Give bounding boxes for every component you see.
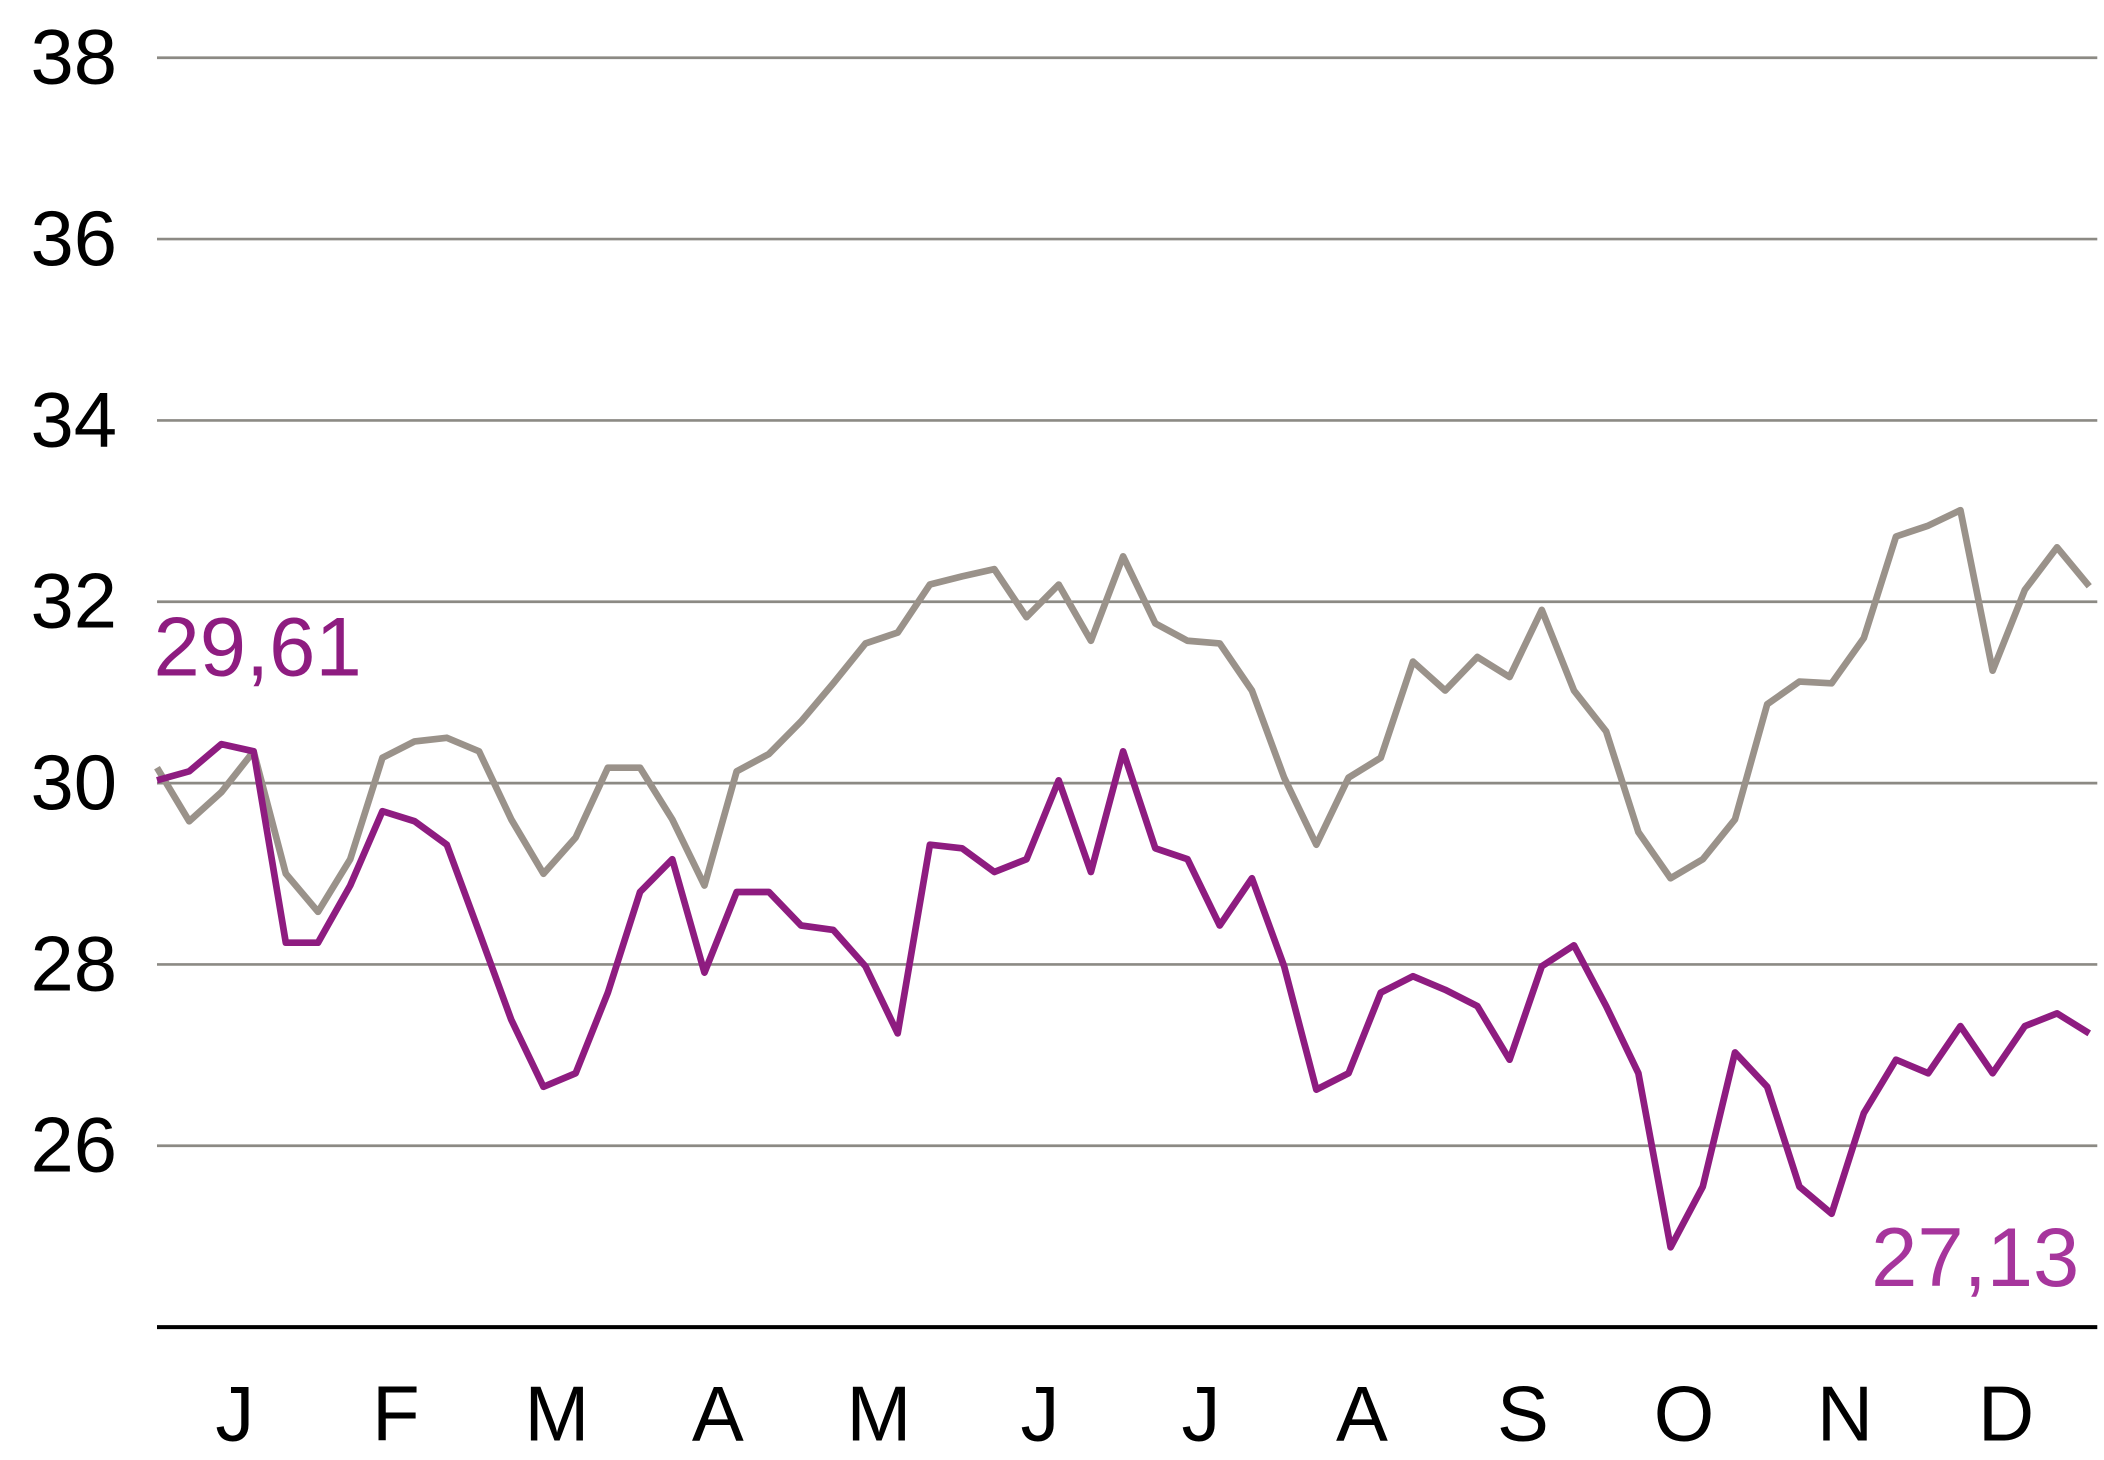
y-tick-label: 26 [31, 1103, 118, 1189]
x-tick-label: J [215, 1371, 254, 1457]
end-annotation: 27,13 [1871, 1211, 2079, 1304]
y-tick-label: 28 [31, 921, 118, 1007]
y-tick-label: 38 [31, 15, 118, 101]
series-line [156, 740, 2092, 1251]
x-tick-label: O [1654, 1371, 1715, 1457]
plot: 26 28 30 32 34 36 38 J F M A M J J A S O N D [31, 15, 2098, 1457]
x-tick-label: S [1497, 1371, 1549, 1457]
series-line [154, 506, 2092, 916]
y-tick-label: 32 [31, 559, 118, 645]
x-tick-label: N [1817, 1371, 1873, 1457]
x-tick-label: J [1020, 1371, 1059, 1457]
y-tick-label: 34 [31, 377, 118, 463]
x-tick-label: J [1181, 1371, 1220, 1457]
x-tick-label: A [1336, 1371, 1388, 1457]
start-annotation: 29,61 [154, 600, 362, 693]
y-tick-label: 30 [31, 740, 118, 826]
x-tick-label: M [846, 1371, 911, 1457]
x-tick-label: A [692, 1371, 744, 1457]
y-tick-label: 36 [31, 196, 118, 282]
x-tick-label: M [524, 1371, 589, 1457]
x-tick-label: F [372, 1371, 420, 1457]
x-tick-label: D [1978, 1371, 2034, 1457]
